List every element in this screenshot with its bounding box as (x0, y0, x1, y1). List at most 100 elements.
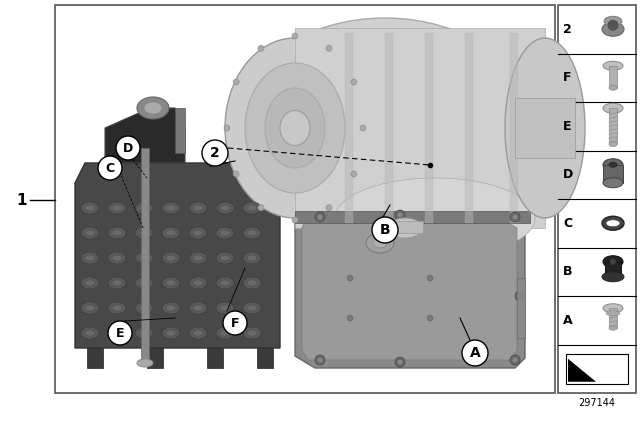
Circle shape (233, 171, 239, 177)
Ellipse shape (603, 304, 623, 313)
Ellipse shape (108, 302, 126, 314)
Ellipse shape (505, 38, 585, 218)
Circle shape (326, 45, 332, 52)
Ellipse shape (193, 205, 203, 211)
Bar (147, 348, 163, 368)
Ellipse shape (602, 22, 624, 36)
Bar (566, 354, 628, 384)
Circle shape (347, 315, 353, 321)
Ellipse shape (108, 202, 126, 214)
Ellipse shape (137, 97, 169, 119)
Text: 297144: 297144 (579, 398, 616, 408)
Ellipse shape (243, 277, 261, 289)
Bar (425, 33, 433, 223)
Text: 1: 1 (17, 193, 28, 207)
Circle shape (224, 125, 230, 131)
Bar (605, 262, 621, 277)
Circle shape (462, 340, 488, 366)
Ellipse shape (135, 252, 153, 264)
Bar (510, 33, 518, 223)
Circle shape (108, 321, 132, 345)
Bar (603, 165, 623, 183)
Circle shape (116, 136, 140, 160)
Ellipse shape (81, 227, 99, 239)
Bar (55, 5, 555, 393)
Ellipse shape (139, 280, 149, 286)
Ellipse shape (243, 227, 261, 239)
Circle shape (292, 217, 298, 223)
Bar (207, 348, 223, 368)
Ellipse shape (85, 205, 95, 211)
Circle shape (292, 33, 298, 39)
Circle shape (427, 275, 433, 281)
Bar (609, 108, 617, 144)
Ellipse shape (193, 255, 203, 261)
Ellipse shape (85, 280, 95, 286)
Ellipse shape (216, 302, 234, 314)
Ellipse shape (604, 16, 622, 26)
Ellipse shape (85, 305, 95, 311)
Ellipse shape (135, 227, 153, 239)
Ellipse shape (280, 111, 310, 146)
Bar (345, 33, 353, 223)
Polygon shape (105, 108, 185, 163)
Ellipse shape (189, 202, 207, 214)
Ellipse shape (216, 277, 234, 289)
Circle shape (510, 355, 520, 365)
Ellipse shape (225, 38, 365, 218)
Ellipse shape (245, 63, 345, 193)
Ellipse shape (162, 252, 180, 264)
Ellipse shape (243, 327, 261, 339)
Circle shape (608, 20, 618, 30)
Bar (257, 348, 273, 368)
Circle shape (395, 357, 405, 367)
Circle shape (515, 291, 525, 301)
Ellipse shape (609, 142, 617, 147)
Ellipse shape (166, 305, 176, 311)
Circle shape (202, 140, 228, 166)
Ellipse shape (81, 302, 99, 314)
Ellipse shape (162, 302, 180, 314)
Ellipse shape (135, 302, 153, 314)
Bar (609, 308, 617, 328)
Text: D: D (123, 142, 133, 155)
Circle shape (258, 205, 264, 211)
Ellipse shape (112, 330, 122, 336)
Polygon shape (75, 163, 280, 348)
Ellipse shape (135, 277, 153, 289)
Circle shape (347, 275, 353, 281)
Circle shape (223, 311, 247, 335)
Ellipse shape (220, 330, 230, 336)
Ellipse shape (247, 255, 257, 261)
Text: A: A (470, 346, 481, 360)
Ellipse shape (189, 327, 207, 339)
Ellipse shape (603, 159, 623, 171)
Text: 2: 2 (563, 23, 572, 36)
Ellipse shape (189, 277, 207, 289)
Text: E: E (116, 327, 124, 340)
Text: A: A (563, 314, 573, 327)
Ellipse shape (112, 205, 122, 211)
Circle shape (395, 210, 405, 220)
Ellipse shape (265, 88, 325, 168)
Circle shape (427, 315, 433, 321)
Bar (295, 28, 545, 228)
Circle shape (326, 205, 332, 211)
Ellipse shape (243, 302, 261, 314)
Ellipse shape (112, 230, 122, 236)
Ellipse shape (606, 220, 620, 227)
Ellipse shape (144, 102, 162, 114)
Text: D: D (563, 168, 573, 181)
Bar (465, 33, 473, 223)
Ellipse shape (247, 280, 257, 286)
Polygon shape (295, 213, 525, 368)
Ellipse shape (220, 280, 230, 286)
Ellipse shape (139, 330, 149, 336)
Text: E: E (563, 120, 572, 133)
Ellipse shape (112, 305, 122, 311)
Ellipse shape (603, 103, 623, 113)
Bar (175, 108, 185, 153)
Bar (388, 221, 423, 233)
Ellipse shape (139, 255, 149, 261)
Ellipse shape (166, 230, 176, 236)
